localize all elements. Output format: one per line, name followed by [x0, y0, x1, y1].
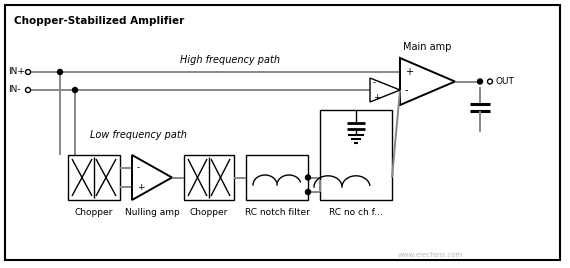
Text: Nulling amp: Nulling amp	[125, 208, 180, 217]
Circle shape	[306, 175, 311, 180]
Text: -: -	[137, 163, 140, 172]
Bar	[246, 155, 308, 200]
Text: www.elecfans.com: www.elecfans.com	[397, 252, 463, 258]
Text: Chopper: Chopper	[75, 208, 113, 217]
Text: +: +	[373, 92, 380, 102]
Text: IN-: IN-	[8, 85, 21, 95]
Text: -: -	[373, 79, 376, 87]
Text: Main amp: Main amp	[403, 42, 451, 52]
Text: OUT: OUT	[496, 77, 515, 86]
Text: IN+: IN+	[8, 68, 25, 76]
Bar	[320, 110, 392, 200]
Text: RC notch filter: RC notch filter	[245, 208, 310, 217]
Text: -: -	[405, 85, 409, 95]
Text: Chopper-Stabilized Amplifier: Chopper-Stabilized Amplifier	[14, 16, 184, 26]
Text: Chopper: Chopper	[190, 208, 228, 217]
Polygon shape	[132, 155, 172, 200]
Polygon shape	[370, 78, 400, 102]
Polygon shape	[400, 58, 455, 105]
Text: +: +	[137, 183, 145, 192]
Circle shape	[478, 79, 482, 84]
Text: High frequency path: High frequency path	[180, 55, 280, 65]
Circle shape	[306, 189, 311, 195]
Text: Low frequency path: Low frequency path	[90, 130, 187, 140]
Text: +: +	[405, 67, 413, 77]
Bar	[68, 155, 120, 200]
Circle shape	[72, 87, 78, 92]
Circle shape	[58, 69, 63, 75]
Bar	[184, 155, 234, 200]
Text: RC no ch f...: RC no ch f...	[329, 208, 383, 217]
